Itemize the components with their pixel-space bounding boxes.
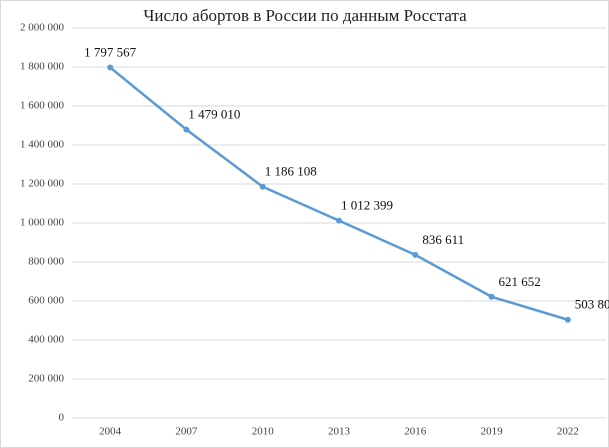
data-label: 1 479 010 (188, 107, 240, 122)
y-tick-label: 0 (59, 412, 65, 424)
x-tick-label: 2007 (175, 426, 198, 438)
y-tick-label: 2 000 000 (20, 22, 65, 34)
data-point (183, 126, 190, 133)
data-point (336, 217, 342, 224)
data-point (412, 251, 419, 258)
data-point (259, 183, 266, 190)
data-label: 503 809 (575, 297, 609, 312)
data-point (488, 293, 495, 300)
y-tick-label: 400 000 (28, 334, 64, 346)
y-tick-label: 1 000 000 (20, 217, 65, 229)
x-tick-label: 2010 (252, 426, 275, 438)
data-point (107, 64, 114, 71)
y-tick-label: 800 000 (28, 256, 64, 268)
data-label: 621 652 (498, 274, 540, 289)
x-tick-label: 2022 (557, 426, 579, 438)
y-tick-label: 600 000 (28, 295, 64, 307)
x-tick-label: 2004 (99, 426, 122, 438)
y-tick-label: 200 000 (28, 373, 64, 385)
data-label: 836 611 (422, 232, 464, 247)
y-tick-label: 1 400 000 (20, 139, 65, 151)
x-tick-label: 2016 (404, 426, 427, 438)
data-point (564, 316, 571, 323)
chart-title: Число абортов в России по данным Росстат… (143, 6, 467, 25)
data-label: 1 012 399 (341, 198, 393, 213)
x-tick-label: 2019 (481, 426, 504, 438)
y-tick-label: 1 800 000 (20, 61, 65, 73)
data-label: 1 186 108 (265, 164, 317, 179)
y-tick-label: 1 200 000 (20, 178, 65, 190)
x-tick-label: 2013 (328, 426, 351, 438)
data-label: 1 797 567 (84, 44, 137, 59)
y-tick-label: 1 600 000 (20, 100, 65, 112)
